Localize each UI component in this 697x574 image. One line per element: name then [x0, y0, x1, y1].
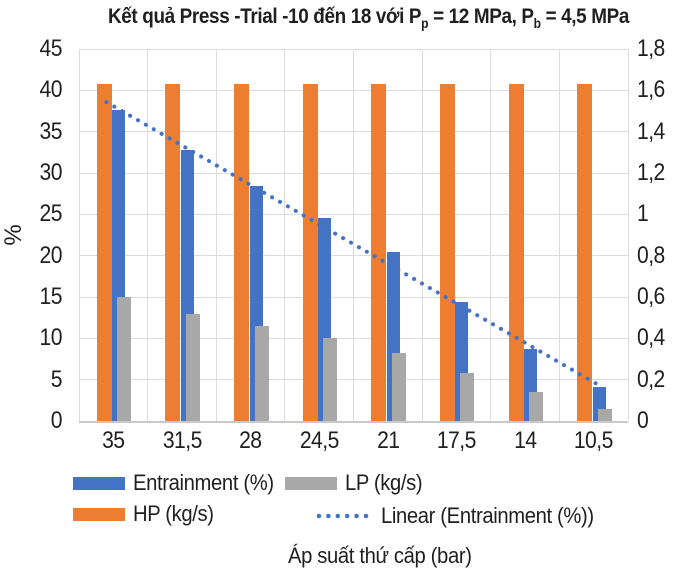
y-axis-tick-left: 10 [39, 324, 63, 352]
y-axis-tick-right: 0,4 [637, 324, 665, 352]
y-axis-tick-right: 0 [637, 407, 649, 434]
x-axis-line [79, 420, 628, 423]
title-subscript: p [421, 16, 429, 32]
y-axis-tick-left: 0 [50, 407, 63, 434]
bar-hp [165, 84, 181, 421]
y-axis-tick-right: 1,8 [637, 35, 665, 62]
legend-entry-hp: HP (kg/s) [73, 502, 221, 526]
v-gridline [284, 49, 286, 421]
v-gridline [421, 49, 423, 421]
bar-hp [371, 84, 387, 421]
bar-lp [460, 373, 475, 421]
y-axis-tick-left: 35 [39, 117, 63, 145]
x-axis-tick: 17,5 [436, 427, 477, 454]
legend-swatch-hp [73, 507, 125, 521]
x-axis-tick: 21 [376, 427, 400, 454]
title-text: = 12 MPa, P [428, 5, 534, 28]
legend-label-linear-trendline: Linear (Entrainment (%)) [381, 503, 594, 528]
y-axis-tick-left: 20 [39, 241, 63, 269]
y-axis-tick-right: 0,8 [637, 241, 665, 269]
bar-lp [391, 352, 406, 421]
bar-lp [323, 338, 338, 421]
y-axis-tick-left: 5 [50, 365, 63, 393]
legend-label-hp: HP (kg/s) [133, 501, 214, 526]
v-gridline [215, 49, 217, 421]
legend-entry-entrainment: Entrainment (%) [73, 471, 286, 495]
y-axis-tick-right: 0,2 [637, 365, 665, 393]
bar-hp [439, 84, 455, 421]
bar-lp [117, 297, 132, 421]
y-axis-tick-right: 1,4 [637, 117, 665, 145]
legend-swatch-entrainment [73, 476, 125, 490]
bar-lp [529, 392, 544, 421]
plot-area [78, 48, 629, 423]
bar-lp [185, 313, 200, 421]
legend-swatch-dotted-line [315, 513, 373, 519]
x-axis-title: Áp suất thứ cấp (bar) [288, 543, 472, 568]
y-axis-tick-left: 25 [39, 200, 63, 228]
x-axis-tick: 24,5 [299, 427, 340, 454]
legend-label-lp: LP (kg/s) [345, 470, 423, 495]
bar-lp [597, 408, 612, 421]
y-axis-tick-right: 1,6 [637, 76, 665, 104]
x-axis-tick: 28 [239, 427, 262, 454]
v-gridline [490, 49, 492, 421]
y-axis-tick-left: 15 [39, 283, 63, 310]
title-subscript: b [533, 16, 541, 32]
linear-trendline [104, 100, 603, 389]
bar-hp [508, 84, 524, 421]
v-gridline [353, 49, 354, 421]
v-gridline [78, 49, 80, 421]
y-axis-tick-left: 40 [39, 76, 63, 104]
x-axis-tick: 14 [513, 427, 537, 454]
trendline-layer [104, 100, 603, 389]
v-gridline [558, 49, 560, 421]
title-text: Kết quả Press -Trial -10 đến 18 với P [107, 5, 422, 28]
legend-label-entrainment: Entrainment (%) [133, 470, 274, 495]
bar-hp [577, 84, 593, 421]
y-axis-tick-left: 45 [39, 35, 63, 62]
v-gridline [147, 49, 149, 421]
v-gridline [627, 49, 629, 421]
y-axis-tick-right: 0,6 [637, 283, 665, 310]
bar-hp [302, 84, 318, 421]
bar-hp [96, 84, 112, 421]
x-axis-tick: 31,5 [162, 427, 202, 454]
title-text: = 4,5 MPa [540, 5, 630, 28]
legend-swatch-lp [285, 476, 337, 490]
x-axis-tick: 10,5 [574, 427, 614, 454]
bar-lp [254, 325, 269, 421]
chart-title: Kết quả Press -Trial -10 đến 18 với Pp =… [73, 5, 664, 35]
bar-hp [234, 84, 250, 421]
y-axis-tick-left: 30 [39, 159, 63, 186]
y-axis-tick-right: 1 [637, 200, 649, 228]
legend-entry-lp: LP (kg/s) [285, 471, 429, 495]
y-axis-tick-right: 1,2 [637, 159, 665, 186]
x-axis-tick: 35 [102, 427, 125, 454]
legend-entry-linear-trendline: Linear (Entrainment (%)) [315, 504, 612, 528]
